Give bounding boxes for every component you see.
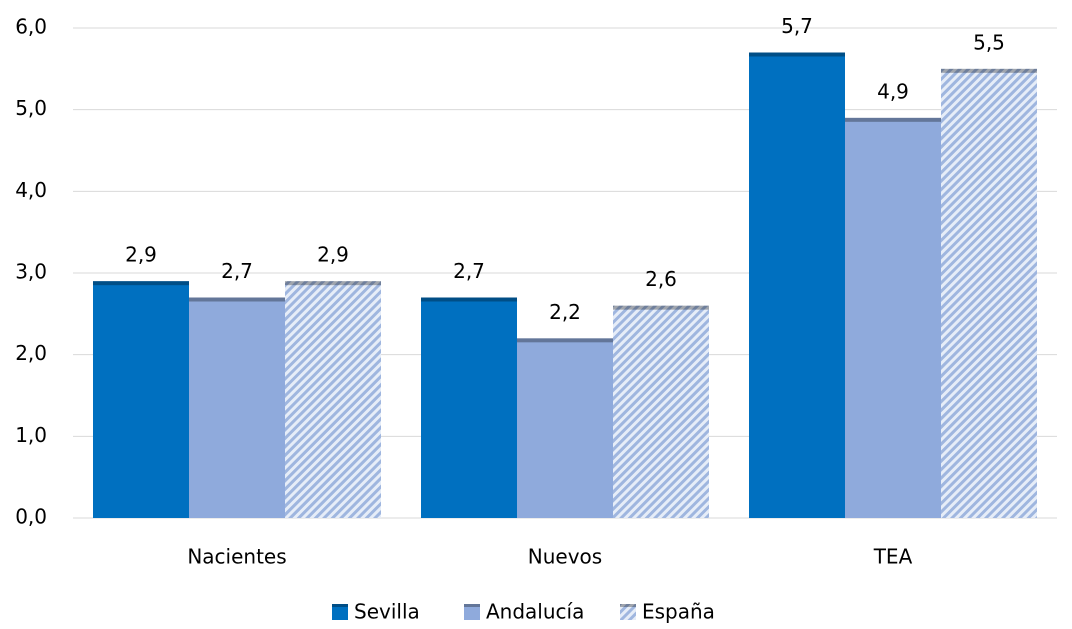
bar [749,52,845,518]
x-tick-label: TEA [873,545,913,569]
y-tick-label: 1,0 [15,423,47,447]
bar [613,305,709,518]
bar-bevel [941,68,1037,73]
y-tick-label: 5,0 [15,96,47,120]
bar-bevel [749,52,845,57]
value-label: 2,9 [317,243,349,267]
value-label: 2,7 [453,259,485,283]
y-tick-label: 6,0 [15,15,47,39]
value-label: 2,9 [125,243,157,267]
bar-bevel [421,297,517,302]
y-tick-label: 2,0 [15,341,47,365]
y-tick-label: 0,0 [15,505,47,529]
value-label: 2,7 [221,259,253,283]
value-label: 5,7 [781,14,813,38]
bar [421,297,517,518]
x-tick-label: Nacientes [187,545,286,569]
legend-swatch-bevel [620,604,636,607]
x-tick-label: Nuevos [528,545,602,569]
legend-label: Sevilla [354,600,420,624]
legend-swatch [332,604,348,620]
legend-swatch-bevel [464,604,480,607]
y-tick-label: 4,0 [15,178,47,202]
bar [285,281,381,518]
bar [941,68,1037,518]
y-tick-label: 3,0 [15,260,47,284]
bar-bevel [845,117,941,122]
value-label: 2,6 [645,267,677,291]
bar-bevel [189,297,285,302]
legend-swatch [620,604,636,620]
legend-label: España [642,600,715,624]
bar [189,297,285,518]
legend-swatch-bevel [332,604,348,607]
bar [93,281,189,518]
value-label: 5,5 [973,30,1005,54]
legend-swatch [464,604,480,620]
bar-bevel [517,338,613,343]
legend-label: Andalucía [486,600,584,624]
bar-bevel [613,305,709,310]
value-label: 2,2 [549,300,581,324]
bar-bevel [285,281,381,286]
bar [517,338,613,518]
bar [845,117,941,518]
value-label: 4,9 [877,79,909,103]
bar-bevel [93,281,189,286]
